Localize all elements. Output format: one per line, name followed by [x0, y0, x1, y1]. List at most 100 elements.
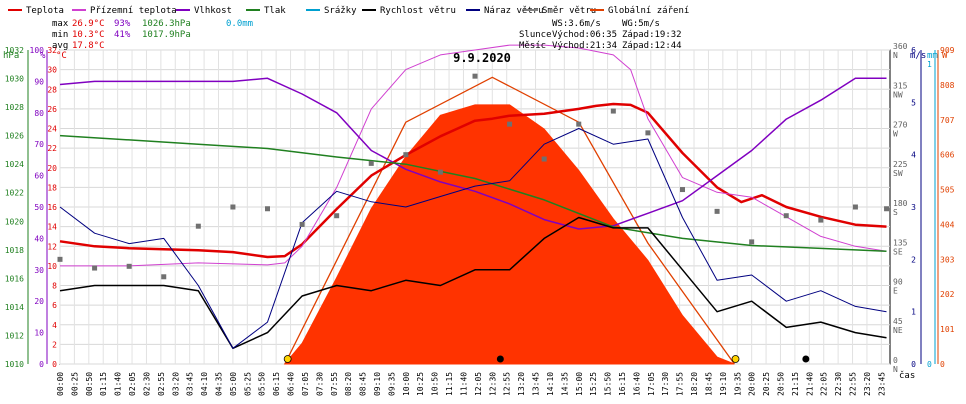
tick-rain: 0 [927, 360, 932, 369]
tick-humidity: 70 [34, 140, 44, 149]
tick-temp: 8 [52, 282, 57, 291]
wind-direction-point [749, 239, 755, 245]
stat-max-label: max [52, 19, 69, 29]
tick-temp: 10 [47, 262, 57, 271]
tick-humidity: 20 [34, 297, 44, 306]
tick-time: 21:15 [791, 372, 800, 396]
tick-humidity: 40 [34, 234, 44, 243]
info-moon-rise: Východ:21:34 [552, 41, 617, 51]
wind-direction-point [265, 206, 270, 212]
stat-avg-label: avg [52, 41, 68, 51]
tick-direction-name: NE [893, 326, 903, 335]
tick-temp: 32 [47, 46, 57, 55]
tick-time: 05:50 [258, 372, 267, 396]
stat-max-hum: 93% [114, 19, 131, 29]
stat-min-label: min [52, 30, 68, 40]
info-moon-set: Západ:12:44 [622, 41, 682, 51]
legend-label: Tlak [264, 6, 286, 16]
wind-direction-point [126, 263, 132, 269]
tick-direction-deg: 225 [893, 160, 908, 169]
unit-w: W [942, 51, 948, 61]
wind-direction-point [368, 160, 374, 166]
tick-time: 22:05 [820, 372, 829, 396]
tick-humidity: 100 [30, 46, 45, 55]
info-wg: WG:5m/s [622, 19, 660, 29]
tick-time: 23:20 [863, 372, 872, 396]
tick-radiation: 909 [940, 46, 955, 55]
tick-humidity: 0 [39, 360, 44, 369]
wind-direction-point [884, 206, 890, 212]
info-sun-label: Slunce [519, 30, 552, 40]
tick-temp: 14 [47, 223, 57, 232]
tick-time: 14:35 [560, 372, 569, 396]
info-sun-set: Západ:19:32 [622, 30, 682, 40]
wind-direction-point [195, 223, 201, 229]
tick-time: 19:35 [733, 372, 742, 396]
tick-temp: 28 [47, 85, 57, 94]
tick-direction-deg: 45 [893, 317, 903, 326]
tick-pressure: 1014 [5, 303, 24, 312]
tick-time: 04:35 [215, 372, 224, 396]
tick-radiation: 202 [940, 290, 955, 299]
tick-pressure: 1026 [5, 132, 24, 141]
wind-direction-point [472, 73, 478, 79]
tick-time: 02:05 [128, 372, 137, 396]
tick-direction-deg: 315 [893, 81, 908, 90]
tick-radiation: 303 [940, 255, 955, 264]
tick-pressure: 1022 [5, 189, 24, 198]
wind-direction-point [818, 217, 824, 223]
moonrise-marker [802, 355, 810, 363]
tick-time: 10:25 [416, 372, 425, 396]
tick-pressure: 1010 [5, 360, 24, 369]
wind-direction-point [852, 204, 858, 210]
tick-time: 00:50 [85, 372, 94, 396]
stat-min-temp: 10.3°C [72, 30, 105, 40]
tick-time: 13:45 [532, 372, 541, 396]
tick-time: 02:55 [157, 372, 166, 396]
tick-time: 20:00 [748, 372, 757, 396]
tick-time: 04:10 [200, 372, 209, 396]
sunrise-marker [283, 355, 292, 363]
stat-max-temp: 26.9°C [72, 19, 105, 29]
tick-time: 02:30 [142, 372, 151, 396]
tick-direction-name: S [893, 208, 898, 217]
wind-direction-point [92, 265, 98, 271]
tick-pressure: 1016 [5, 274, 24, 283]
tick-time: 03:20 [171, 372, 180, 396]
stats-block: max 26.9°C 93% 1026.3hPa 0.0mm min 10.3°… [52, 19, 253, 51]
tick-radiation: 101 [940, 325, 955, 334]
tick-humidity: 60 [34, 172, 44, 181]
stat-avg-temp: 17.8°C [72, 41, 105, 51]
tick-pressure: 1018 [5, 246, 24, 255]
sunset-marker [731, 355, 740, 363]
wind-direction-point [507, 121, 513, 127]
tick-pressure: 1032 [5, 46, 24, 55]
tick-time: 15:25 [589, 372, 598, 396]
tick-temp: 26 [47, 105, 57, 114]
tick-temp: 20 [47, 164, 57, 173]
tick-direction-deg: 180 [893, 199, 908, 208]
tick-temp: 30 [47, 66, 57, 75]
tick-radiation: 606 [940, 151, 955, 160]
tick-pressure: 1020 [5, 217, 24, 226]
tick-temp: 12 [47, 242, 57, 251]
stat-max-press: 1026.3hPa [142, 19, 191, 29]
tick-pressure: 1012 [5, 331, 24, 340]
tick-humidity: 50 [34, 203, 44, 212]
tick-time: 05:00 [229, 372, 238, 396]
series-line-vlhkost [59, 77, 887, 230]
unit-pct: % [40, 51, 46, 61]
tick-humidity: 30 [34, 266, 44, 275]
tick-time: 07:55 [330, 372, 339, 396]
series-line-n-raz-v-tru [59, 128, 887, 349]
legend-label: Vlhkost [194, 6, 232, 16]
wind-direction-point [576, 121, 582, 127]
tick-direction-deg: 360 [893, 42, 908, 51]
tick-rain: 1 [927, 60, 932, 69]
wind-direction-point [57, 256, 63, 262]
tick-direction-deg: 0 [893, 356, 898, 365]
tick-direction-name: W [893, 130, 898, 139]
unit-mm: mm [927, 51, 938, 61]
tick-wind: 0 [911, 360, 916, 369]
tick-radiation: 808 [940, 81, 955, 90]
